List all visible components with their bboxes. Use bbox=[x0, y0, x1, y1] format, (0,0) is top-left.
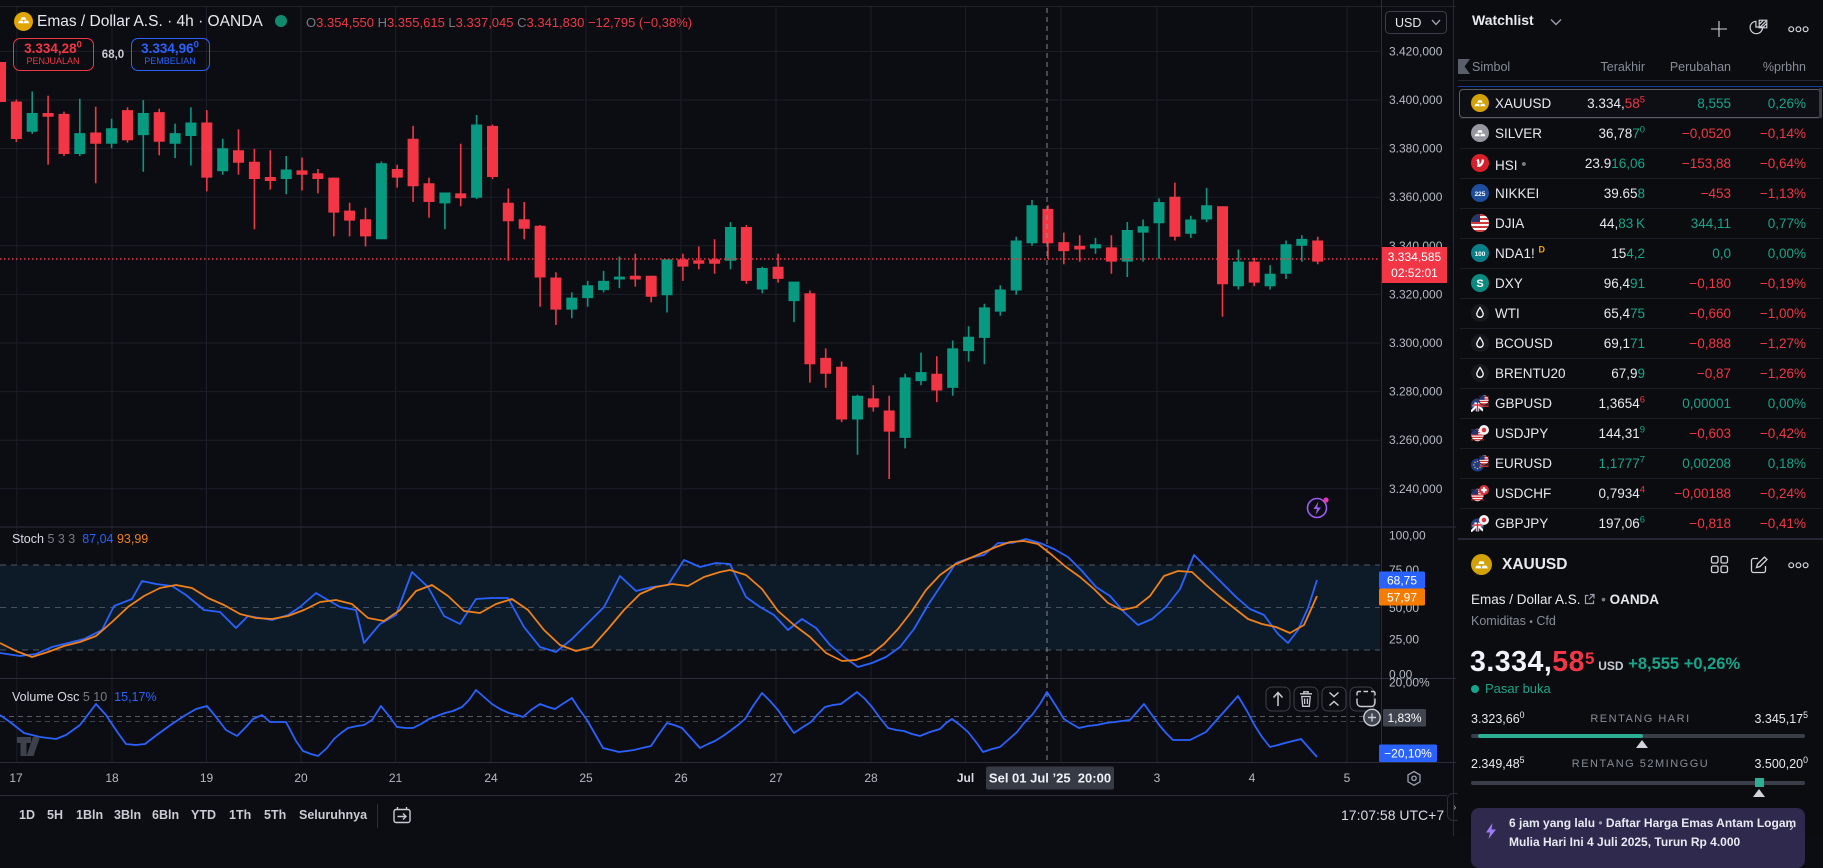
svg-text:USD: USD bbox=[1395, 16, 1421, 30]
svg-text:3.260,000: 3.260,000 bbox=[1389, 433, 1443, 447]
svg-text:25: 25 bbox=[579, 771, 593, 785]
svg-text:S: S bbox=[1476, 278, 1483, 290]
svg-text:Sel 01 Jul ’25 20:00: Sel 01 Jul ’25 20:00 bbox=[989, 771, 1111, 786]
svg-text:3.280,000: 3.280,000 bbox=[1389, 385, 1443, 399]
svg-text:3.400,000: 3.400,000 bbox=[1389, 93, 1443, 107]
svg-text:3.420,000: 3.420,000 bbox=[1389, 44, 1443, 58]
svg-text:20,00%: 20,00% bbox=[1389, 675, 1430, 689]
svg-text:3.360,000: 3.360,000 bbox=[1389, 190, 1443, 204]
svg-text:57,97: 57,97 bbox=[1387, 590, 1417, 604]
svg-text:100,00: 100,00 bbox=[1389, 529, 1426, 543]
svg-text:21: 21 bbox=[389, 771, 403, 785]
svg-text:3.300,000: 3.300,000 bbox=[1389, 336, 1443, 350]
svg-text:3.320,000: 3.320,000 bbox=[1389, 287, 1443, 301]
svg-text:68,75: 68,75 bbox=[1387, 573, 1417, 587]
svg-text:18: 18 bbox=[105, 771, 119, 785]
svg-text:3.240,000: 3.240,000 bbox=[1389, 482, 1443, 496]
svg-text:−20,10%: −20,10% bbox=[1384, 747, 1432, 761]
svg-text:4: 4 bbox=[1249, 771, 1256, 785]
svg-text:0,00: 0,00 bbox=[1389, 668, 1413, 682]
svg-text:25,00: 25,00 bbox=[1389, 633, 1419, 647]
svg-text:100: 100 bbox=[1475, 251, 1486, 258]
svg-text:3.380,000: 3.380,000 bbox=[1389, 142, 1443, 156]
svg-text:3: 3 bbox=[1154, 771, 1161, 785]
svg-text:02:52:01: 02:52:01 bbox=[1391, 266, 1438, 280]
svg-text:17: 17 bbox=[9, 771, 23, 785]
svg-text:24: 24 bbox=[484, 771, 498, 785]
svg-text:27: 27 bbox=[769, 771, 783, 785]
svg-text:19: 19 bbox=[200, 771, 214, 785]
svg-text:5: 5 bbox=[1344, 771, 1351, 785]
svg-text:Jul: Jul bbox=[957, 771, 974, 785]
svg-text:3.334,585: 3.334,585 bbox=[1388, 250, 1442, 264]
svg-text:28: 28 bbox=[864, 771, 878, 785]
svg-text:225: 225 bbox=[1475, 191, 1486, 198]
svg-text:20: 20 bbox=[294, 771, 308, 785]
svg-text:1,83%: 1,83% bbox=[1387, 711, 1421, 725]
svg-text:26: 26 bbox=[674, 771, 688, 785]
